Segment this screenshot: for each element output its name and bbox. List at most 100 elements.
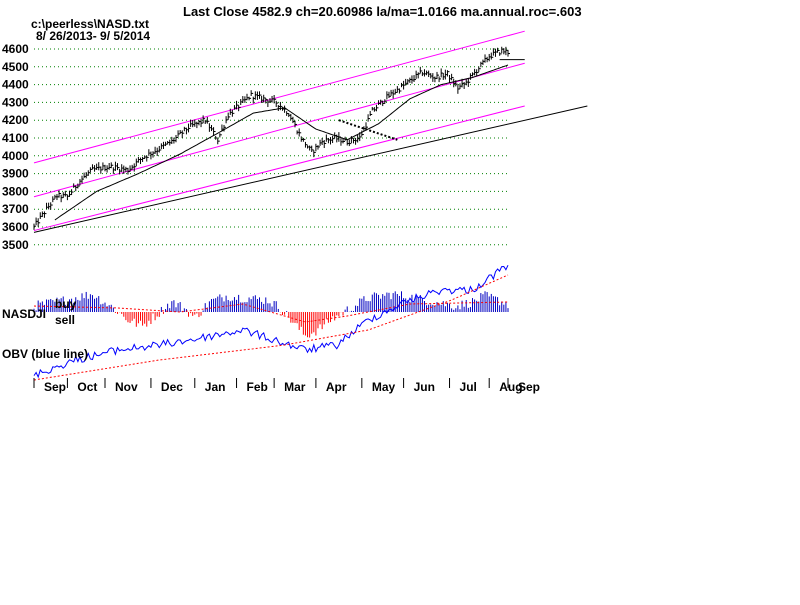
price-bar bbox=[265, 98, 268, 104]
price-bar bbox=[175, 134, 178, 143]
upper-channel-line bbox=[33, 30, 525, 164]
price-bar bbox=[33, 223, 36, 230]
price-bar bbox=[375, 104, 379, 112]
y-tick-label: 3500 bbox=[2, 238, 29, 252]
price-bar bbox=[50, 202, 53, 210]
support-trendline bbox=[33, 105, 588, 233]
obv-label: OBV (blue line) bbox=[2, 347, 88, 361]
price-bar bbox=[478, 66, 481, 73]
price-bar bbox=[384, 99, 387, 104]
price-bar bbox=[87, 170, 91, 176]
x-tick-label: Apr bbox=[326, 380, 347, 394]
y-tick-label: 4300 bbox=[2, 95, 29, 109]
price-bar bbox=[361, 130, 364, 137]
price-bar bbox=[238, 105, 241, 112]
price-bar bbox=[58, 190, 62, 198]
price-bar bbox=[273, 95, 277, 104]
buy-label: buy bbox=[55, 297, 77, 311]
price-bar bbox=[499, 52, 502, 56]
price-bar bbox=[497, 47, 500, 53]
price-bar bbox=[100, 166, 103, 174]
chart-title: Last Close 4582.9 ch=20.60986 la/ma=1.01… bbox=[183, 4, 582, 19]
price-bar bbox=[213, 127, 216, 136]
price-bar bbox=[217, 138, 220, 145]
price-bar bbox=[206, 117, 210, 124]
price-grid bbox=[34, 48, 508, 246]
price-bar bbox=[227, 112, 231, 120]
price-bar bbox=[302, 137, 306, 142]
moving-average-line bbox=[54, 64, 509, 221]
price-bar bbox=[275, 100, 279, 108]
lower-channel-line bbox=[33, 105, 525, 232]
price-bar bbox=[317, 145, 320, 150]
price-bar bbox=[451, 73, 454, 81]
price-bar bbox=[37, 218, 41, 227]
price-bar bbox=[263, 94, 266, 103]
price-bar bbox=[146, 155, 149, 162]
price-bar bbox=[158, 145, 162, 153]
price-bar bbox=[446, 70, 450, 77]
price-bar bbox=[89, 167, 93, 173]
price-bar bbox=[476, 69, 479, 76]
price-bar bbox=[298, 128, 302, 137]
x-tick-label: Jan bbox=[205, 380, 226, 394]
price-bar bbox=[467, 78, 471, 87]
price-bar bbox=[507, 49, 510, 57]
price-bar bbox=[188, 123, 191, 133]
price-bar bbox=[332, 135, 335, 144]
x-tick-label: Sep bbox=[44, 380, 66, 394]
price-bar bbox=[367, 114, 371, 122]
price-bar bbox=[388, 91, 391, 98]
price-bar bbox=[110, 162, 114, 169]
price-bar bbox=[490, 52, 494, 60]
price-bar bbox=[71, 189, 74, 195]
y-tick-label: 3700 bbox=[2, 202, 29, 216]
x-tick-label: Sep bbox=[518, 380, 540, 394]
date-range-label: 8/ 26/2013- 9/ 5/2014 bbox=[36, 29, 150, 43]
dotted-trendline bbox=[338, 119, 398, 141]
nasdji-label: NASDJI bbox=[2, 307, 46, 321]
price-bar bbox=[259, 91, 262, 99]
y-tick-label: 4000 bbox=[2, 149, 29, 163]
obv-ma-line bbox=[33, 274, 509, 381]
price-bar bbox=[231, 109, 235, 117]
price-bar bbox=[223, 124, 227, 132]
price-bar bbox=[417, 72, 421, 79]
obv-panel bbox=[33, 264, 509, 381]
price-bar bbox=[294, 120, 298, 128]
price-bar bbox=[413, 75, 417, 83]
x-tick-label: Mar bbox=[284, 380, 306, 394]
price-bar bbox=[369, 110, 373, 117]
y-tick-label: 4600 bbox=[2, 42, 29, 56]
price-bar bbox=[304, 141, 308, 148]
price-bar bbox=[436, 71, 440, 80]
y-tick-label: 3600 bbox=[2, 220, 29, 234]
price-bar bbox=[117, 163, 120, 171]
price-bar bbox=[250, 90, 254, 96]
price-bar bbox=[81, 175, 85, 184]
price-bar bbox=[52, 196, 55, 203]
price-bar bbox=[313, 150, 316, 158]
sell-label: sell bbox=[55, 313, 75, 327]
y-tick-label: 4500 bbox=[2, 60, 29, 74]
x-tick-label: May bbox=[372, 380, 396, 394]
price-bar bbox=[219, 133, 222, 138]
y-tick-label: 3900 bbox=[2, 167, 29, 181]
x-tick-label: Aug bbox=[499, 380, 522, 394]
y-tick-label: 4200 bbox=[2, 113, 29, 127]
obv-line bbox=[33, 264, 509, 379]
middle-channel-line bbox=[33, 62, 525, 198]
y-tick-label: 4400 bbox=[2, 78, 29, 92]
x-tick-label: Dec bbox=[161, 380, 183, 394]
moving-average bbox=[54, 64, 509, 221]
price-bars bbox=[33, 46, 510, 230]
price-bar bbox=[311, 145, 314, 153]
price-bar bbox=[342, 138, 346, 144]
y-tick-label: 3800 bbox=[2, 184, 29, 198]
y-tick-label: 4100 bbox=[2, 131, 29, 145]
y-axis-ticks: 3500 3600 3700 3800 3900 4000 4100 4200 4300 4400… bbox=[2, 42, 29, 252]
price-bar bbox=[77, 183, 80, 189]
